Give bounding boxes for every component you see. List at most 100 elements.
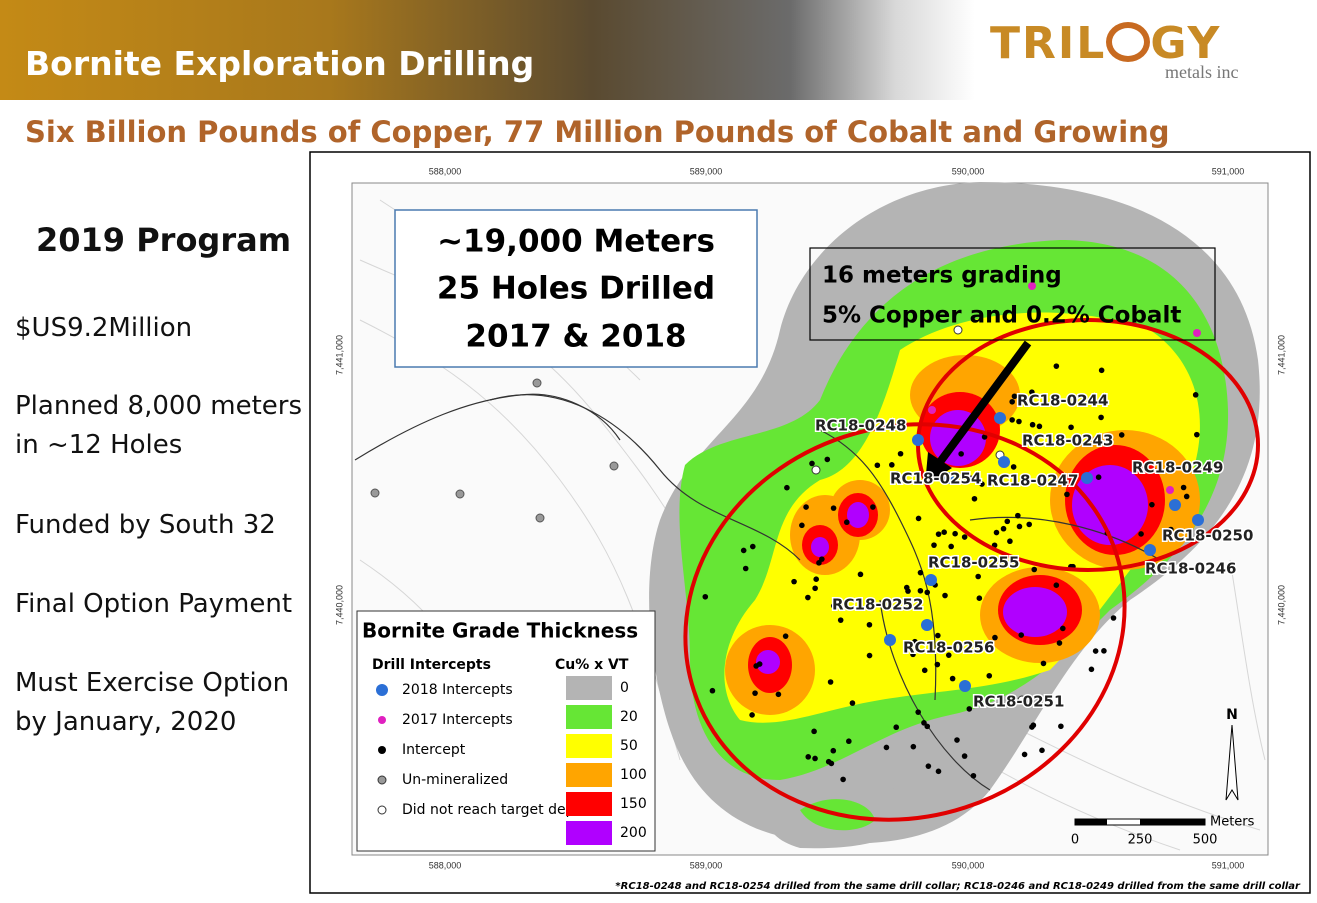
hole-2018: [942, 472, 954, 484]
intercept-dot: [1110, 615, 1117, 621]
northing-label: 7,441,000: [334, 335, 344, 375]
intercept-dot: [1016, 523, 1023, 530]
sidebar-item: in ~12 Holes: [15, 430, 183, 460]
intercept-dot: [958, 451, 964, 457]
intercept-dot: [971, 495, 978, 502]
intercept-dot: [1088, 666, 1095, 673]
intercept-dot: [942, 592, 948, 599]
intercept-dot: [894, 470, 900, 477]
intercept-dot: [883, 744, 890, 751]
legend-symbol: [376, 684, 388, 696]
intercept-dot: [1068, 424, 1074, 431]
legend-label: Intercept: [402, 742, 466, 758]
intercept-dot: [830, 603, 837, 609]
intercept-dot: [954, 737, 960, 743]
hole-2018: [1081, 472, 1093, 484]
legend-swatch: [566, 763, 612, 787]
hole-label: RC18-0251: [973, 693, 1064, 711]
unmineralized-dot: [535, 513, 545, 523]
no-target-dot: [953, 325, 963, 335]
intercept-dot: [941, 529, 947, 535]
annotation-text: 16 meters grading: [822, 263, 1062, 289]
legend-swatch: [566, 734, 612, 758]
legend-grade: 50: [620, 738, 638, 754]
north-arrow: [1225, 724, 1239, 801]
intercept-dot: [1192, 392, 1199, 398]
easting-label: 591,000: [1212, 860, 1245, 870]
scale-label: 250: [1128, 833, 1153, 848]
intercept-dot: [992, 634, 998, 641]
intercept-dot: [1138, 531, 1144, 537]
intercept-dot: [979, 481, 985, 487]
intercept-dot: [709, 687, 716, 694]
hole-2018: [921, 619, 933, 631]
intercept-dot: [740, 547, 747, 554]
no-target-dot: [1017, 695, 1027, 705]
legend-label: Did not reach target depth: [402, 802, 589, 818]
hole-label: RC18-0244: [1017, 392, 1108, 410]
hole-label: RC18-0255: [928, 554, 1019, 572]
intercept-dot: [816, 560, 822, 566]
legend-grade: 100: [620, 767, 647, 783]
scale-bar: [1075, 819, 1107, 825]
intercept-dot: [742, 565, 749, 572]
sidebar-item: Planned 8,000 meters: [15, 391, 303, 421]
legend-label: 2018 Intercepts: [402, 682, 513, 698]
intercept-dot: [961, 534, 968, 540]
hole-label: RC18-0254: [890, 470, 981, 488]
intercept-dot: [1168, 526, 1174, 533]
legend-symbol: [378, 746, 386, 754]
intercept-dot: [1010, 464, 1017, 470]
legend-label: Un-mineralized: [402, 772, 508, 788]
intercept-dot: [1194, 431, 1200, 438]
legend-symbol: [377, 775, 387, 785]
intercept-dot: [805, 594, 811, 601]
easting-label: 589,000: [690, 860, 723, 870]
intercept-dot: [1016, 418, 1022, 425]
intercept-dot: [749, 712, 755, 718]
legend-grade: 20: [620, 709, 638, 725]
legend-swatch: [566, 821, 612, 845]
intercept-dot: [1018, 632, 1025, 638]
callout-text: 25 Holes Drilled: [437, 271, 715, 307]
intercept-dot: [966, 706, 973, 712]
intercept-dot: [846, 738, 852, 745]
intercept-dot: [1040, 660, 1047, 667]
hole-2018: [959, 680, 971, 692]
intercept-dot: [952, 530, 958, 537]
callout-box: [394, 209, 758, 368]
intercept-dot: [784, 484, 790, 491]
intercept-dot: [1149, 501, 1155, 508]
sidebar-item: Funded by South 32: [15, 510, 276, 540]
intercept-dot: [917, 587, 924, 594]
hole-2018: [925, 574, 937, 586]
intercept-2017: [928, 406, 936, 414]
easting-label: 590,000: [952, 166, 985, 176]
intercept-dot: [803, 504, 809, 510]
intercept-dot: [1029, 389, 1035, 395]
intercept-dot: [915, 709, 921, 715]
unmineralized-dot: [455, 489, 465, 499]
scale-label: 0: [1071, 833, 1079, 848]
legend-symbol: [378, 716, 386, 724]
scale-unit: Meters: [1210, 815, 1255, 830]
intercept-dot: [975, 573, 981, 580]
intercept-dot: [924, 723, 931, 730]
easting-label: 588,000: [429, 860, 462, 870]
intercept-dot: [1029, 421, 1036, 428]
intercept-dot: [1098, 367, 1105, 374]
scale-label: 500: [1193, 833, 1218, 848]
intercept-dot: [961, 753, 968, 759]
intercept-dot: [809, 460, 815, 467]
intercept-dot: [934, 661, 941, 668]
intercept-dot: [1007, 538, 1013, 545]
intercept-dot: [897, 450, 904, 457]
intercept-dot: [1011, 393, 1018, 400]
intercept-dot: [813, 576, 820, 583]
intercept-dot: [1056, 640, 1063, 646]
hole-2018: [1169, 499, 1181, 511]
hole-2018: [998, 456, 1010, 468]
intercept-dot: [986, 672, 993, 679]
